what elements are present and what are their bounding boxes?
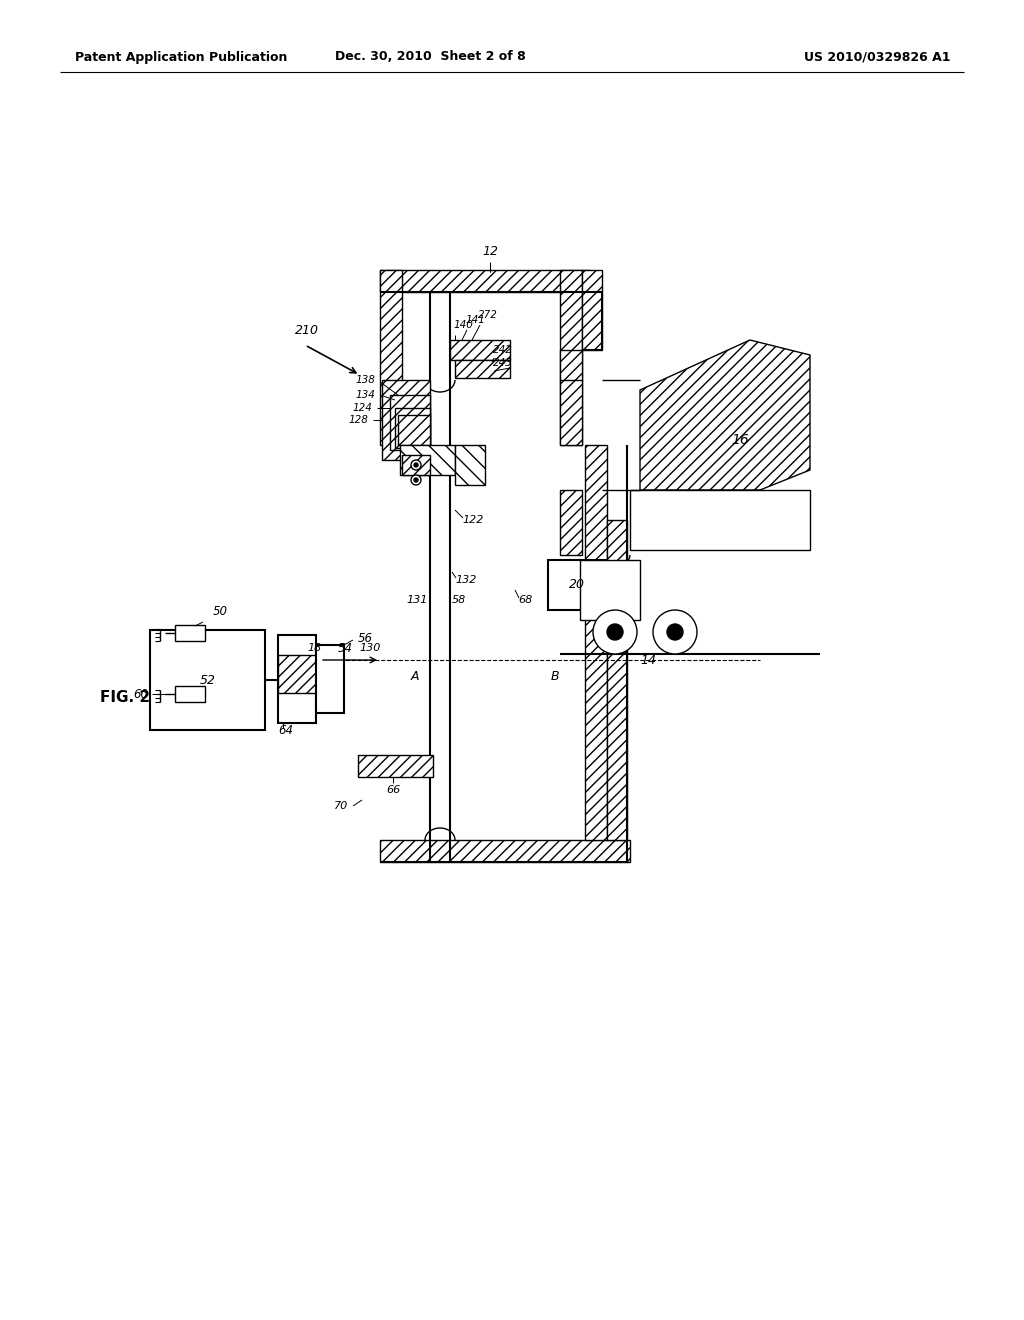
Bar — [400, 445, 455, 475]
Circle shape — [667, 624, 683, 640]
Bar — [175, 686, 205, 702]
Bar — [402, 455, 430, 475]
Text: 131: 131 — [407, 595, 428, 605]
Text: 64: 64 — [278, 723, 293, 737]
Bar — [607, 520, 627, 840]
Bar — [278, 635, 316, 723]
Bar — [582, 271, 602, 350]
Bar — [380, 271, 402, 445]
Bar — [395, 408, 430, 447]
Text: 70: 70 — [334, 801, 348, 810]
Text: 132: 132 — [455, 576, 476, 585]
Bar — [380, 271, 590, 292]
Bar — [316, 645, 344, 713]
Bar — [455, 360, 510, 378]
Text: 50: 50 — [213, 605, 227, 618]
Circle shape — [414, 478, 418, 482]
Bar — [455, 445, 485, 484]
Bar — [560, 271, 582, 380]
Text: 20: 20 — [569, 578, 585, 591]
Text: 134: 134 — [355, 389, 375, 400]
Circle shape — [607, 624, 623, 640]
Text: 138: 138 — [355, 375, 375, 385]
Text: 52: 52 — [200, 673, 216, 686]
Text: 68: 68 — [518, 595, 532, 605]
Text: US 2010/0329826 A1: US 2010/0329826 A1 — [804, 50, 950, 63]
Text: 58: 58 — [452, 595, 466, 605]
Circle shape — [411, 475, 421, 484]
Text: 54: 54 — [338, 642, 353, 655]
Bar — [380, 840, 630, 862]
Text: Patent Application Publication: Patent Application Publication — [75, 50, 288, 63]
Circle shape — [593, 610, 637, 653]
Bar — [548, 560, 606, 610]
Text: 243: 243 — [493, 358, 513, 368]
Text: 16: 16 — [731, 433, 749, 447]
Circle shape — [414, 463, 418, 467]
Text: 242: 242 — [493, 345, 513, 355]
Text: 140: 140 — [453, 319, 473, 330]
Polygon shape — [580, 560, 640, 620]
Circle shape — [411, 459, 421, 470]
Text: 141: 141 — [465, 315, 485, 325]
Text: B: B — [551, 671, 559, 682]
Text: 60: 60 — [133, 688, 148, 701]
Bar — [175, 624, 205, 642]
Text: Dec. 30, 2010  Sheet 2 of 8: Dec. 30, 2010 Sheet 2 of 8 — [335, 50, 525, 63]
Polygon shape — [630, 490, 810, 550]
Text: 66: 66 — [386, 785, 400, 795]
Bar — [390, 395, 430, 450]
Bar — [150, 630, 265, 730]
Bar — [278, 655, 316, 693]
Bar — [450, 341, 510, 360]
Bar — [560, 350, 582, 445]
Bar — [560, 380, 582, 445]
Bar — [560, 490, 582, 554]
Text: 12: 12 — [482, 246, 498, 257]
Text: 272: 272 — [478, 310, 498, 319]
Bar — [358, 755, 433, 777]
Bar — [382, 380, 430, 459]
Text: 210: 210 — [295, 323, 319, 337]
Text: A: A — [411, 671, 419, 682]
Text: 130: 130 — [359, 643, 381, 653]
Bar — [585, 445, 607, 840]
Polygon shape — [640, 341, 810, 490]
Circle shape — [653, 610, 697, 653]
Text: 14: 14 — [640, 653, 656, 667]
Text: 122: 122 — [462, 515, 483, 525]
Text: 128: 128 — [348, 414, 368, 425]
Text: FIG. 2: FIG. 2 — [100, 690, 151, 705]
Bar — [398, 414, 430, 445]
Text: 124: 124 — [352, 403, 372, 413]
Text: 56: 56 — [358, 631, 373, 644]
Text: 18: 18 — [308, 643, 323, 653]
